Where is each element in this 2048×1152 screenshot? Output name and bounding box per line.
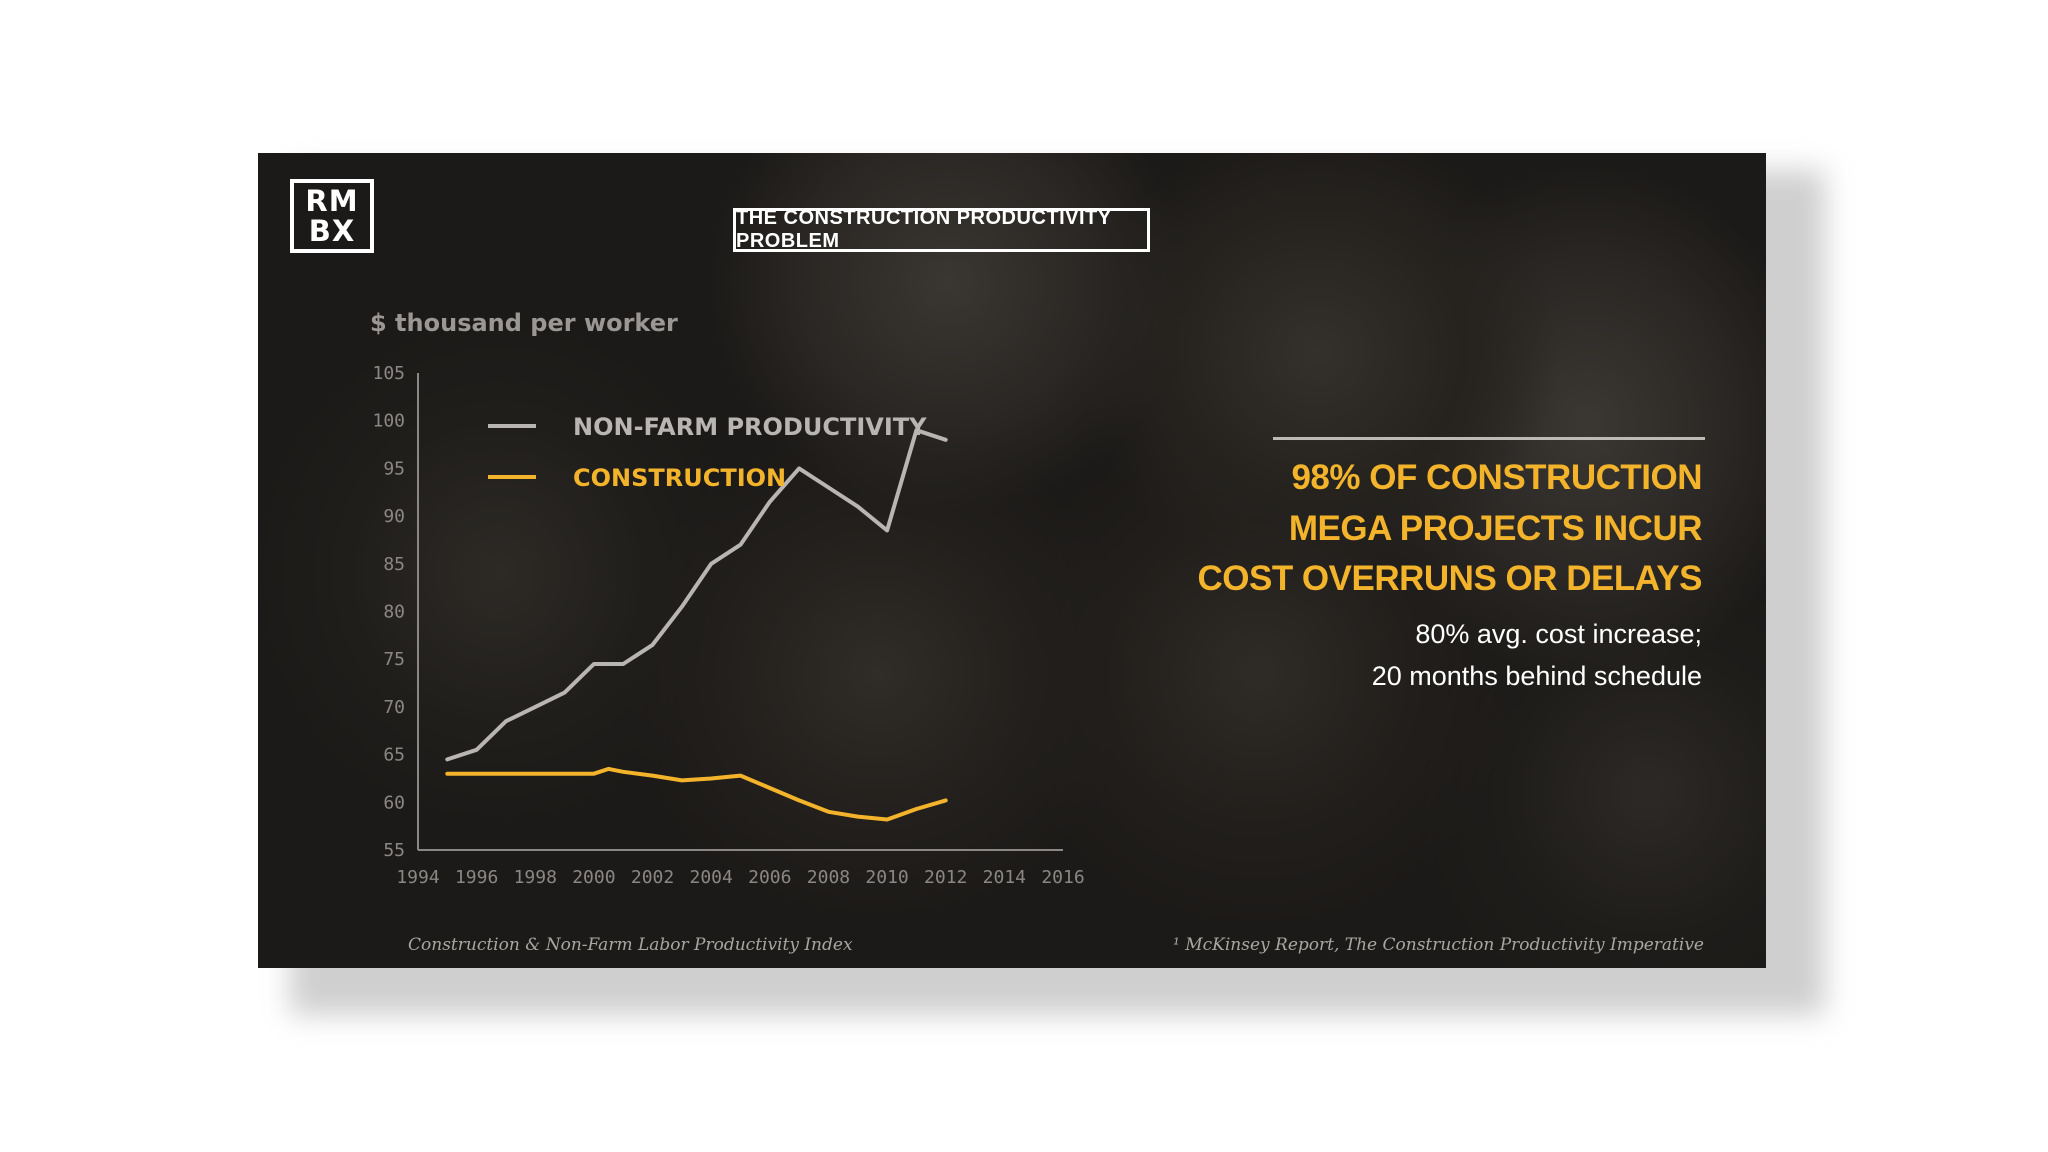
callout-headline-3: COST OVERRUNS OR DELAYS xyxy=(1197,559,1702,598)
rmbx-logo: RM BX xyxy=(290,179,374,253)
x-tick-label-1994: 1994 xyxy=(396,867,439,888)
slide: RM BX THE CONSTRUCTION PRODUCTIVITY PROB… xyxy=(258,153,1766,968)
y-tick-label-85: 85 xyxy=(383,554,405,575)
y-tick-label-60: 60 xyxy=(383,792,405,813)
callout-sub-2: 20 months behind schedule xyxy=(1371,661,1702,691)
y-tick-label-100: 100 xyxy=(372,411,405,432)
callout-headline-2: MEGA PROJECTS INCUR xyxy=(1288,509,1703,548)
x-tick-label-2012: 2012 xyxy=(924,867,967,888)
x-tick-label-2010: 2010 xyxy=(865,867,908,888)
y-tick-label-75: 75 xyxy=(383,649,405,670)
x-tick-label-1998: 1998 xyxy=(514,867,557,888)
callout-headline-1: 98% OF CONSTRUCTION xyxy=(1291,458,1702,497)
y-tick-label-55: 55 xyxy=(383,840,405,861)
x-tick-label-2002: 2002 xyxy=(631,867,674,888)
y-tick-label-105: 105 xyxy=(372,363,405,384)
y-tick-label-70: 70 xyxy=(383,697,405,718)
series-line-nonfarm xyxy=(445,428,948,762)
legend-label-nonfarm: NON-FARM PRODUCTIVITY xyxy=(573,413,927,441)
x-tick-label-1996: 1996 xyxy=(455,867,498,888)
x-tick-label-2006: 2006 xyxy=(748,867,791,888)
x-tick-label-2004: 2004 xyxy=(690,867,733,888)
y-tick-label-95: 95 xyxy=(383,458,405,479)
productivity-chart: $ thousand per worker 55 60 65 70 75 80 85 90 95… xyxy=(370,309,1085,888)
series-line-construction xyxy=(445,766,948,822)
y-tick-label-65: 65 xyxy=(383,745,405,766)
x-tick-label-2014: 2014 xyxy=(983,867,1026,888)
y-tick-label-90: 90 xyxy=(383,506,405,527)
chart-legend: NON-FARM PRODUCTIVITY CONSTRUCTION xyxy=(488,413,927,492)
chart-series xyxy=(445,428,948,822)
x-tick-label-2008: 2008 xyxy=(807,867,850,888)
slide-title: THE CONSTRUCTION PRODUCTIVITY PROBLEM xyxy=(733,207,1150,252)
y-axis-label: $ thousand per worker xyxy=(370,309,678,337)
x-tick-label-2000: 2000 xyxy=(572,867,615,888)
legend-label-construction: CONSTRUCTION xyxy=(573,464,786,492)
logo-line-2: BX xyxy=(308,214,356,248)
footnote-source-right: ¹ McKinsey Report, The Construction Prod… xyxy=(1173,935,1704,955)
y-tick-label-80: 80 xyxy=(383,602,405,623)
x-tick-labels: 1994 1996 1998 2000 2002 2004 2006 2008 2010 2012… xyxy=(396,867,1084,888)
callout-divider xyxy=(1273,437,1705,440)
callout-sub-1: 80% avg. cost increase; xyxy=(1415,619,1702,649)
footnote-source-left: Construction & Non-Farm Labor Productivi… xyxy=(408,935,853,955)
chart-axes xyxy=(417,373,1063,851)
logo-line-1: RM xyxy=(305,184,359,218)
y-tick-labels: 55 60 65 70 75 80 85 90 95 100 105 xyxy=(372,363,405,861)
x-tick-label-2016: 2016 xyxy=(1041,867,1084,888)
